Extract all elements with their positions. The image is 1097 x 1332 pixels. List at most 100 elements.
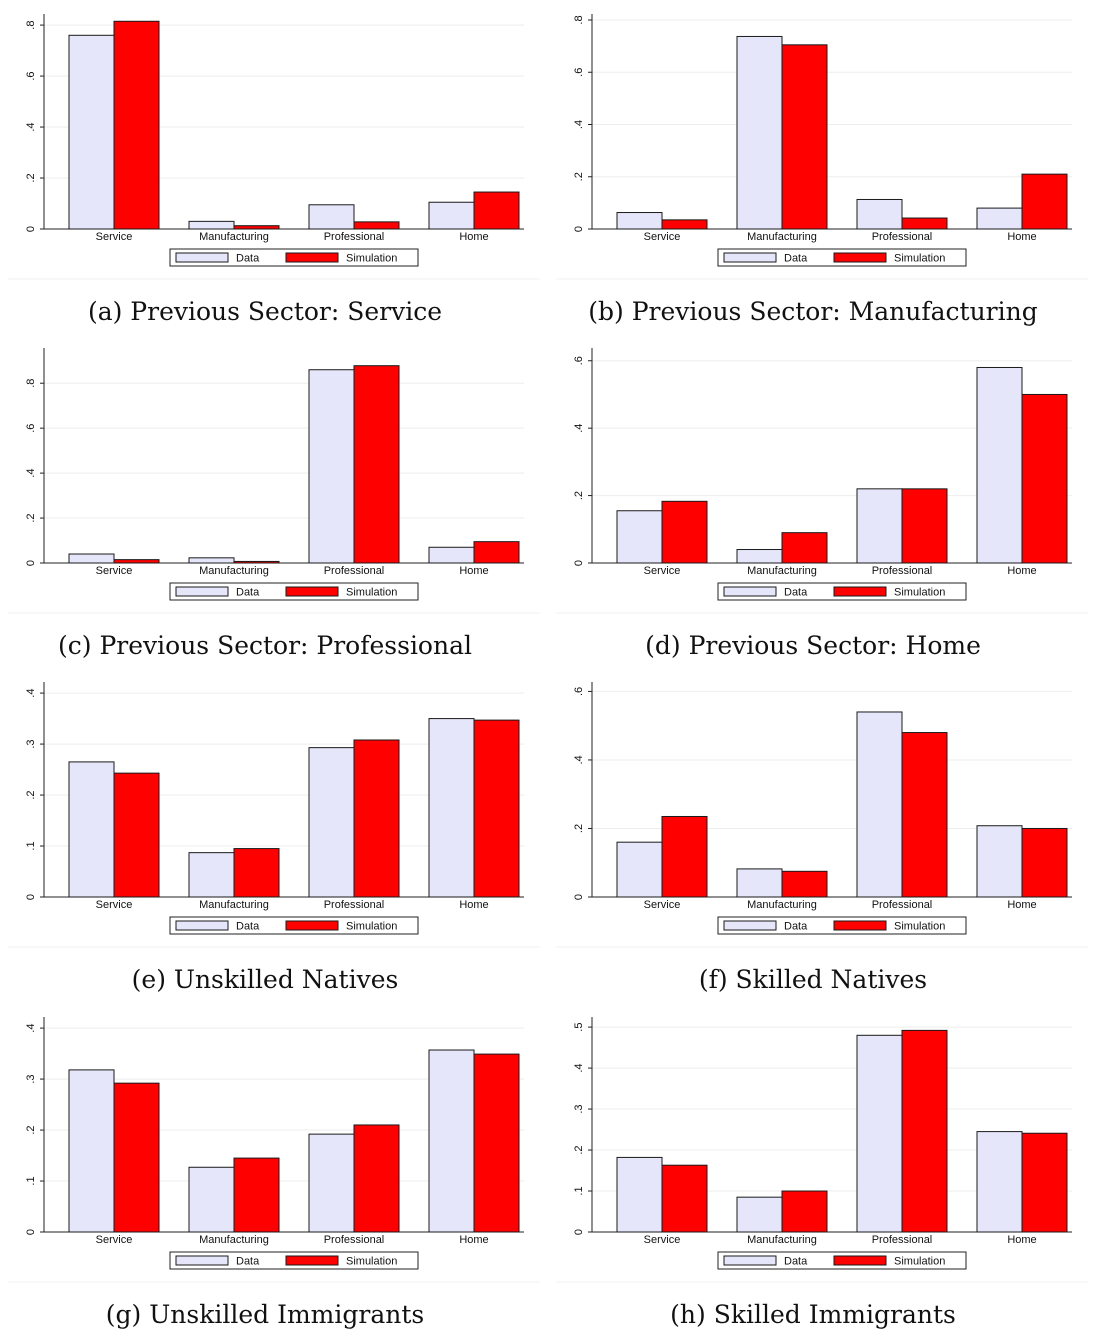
- x-tick-label: Professional: [872, 231, 933, 243]
- bar-data-manufacturing: [188, 1166, 235, 1233]
- panel-caption: (c) Previous Sector: Professional: [58, 631, 472, 660]
- bar-simulation-manufacturing: [233, 225, 280, 230]
- bar-data-manufacturing: [188, 557, 235, 564]
- legend-swatch-simulation: [285, 920, 339, 931]
- bar-simulation-service: [661, 1164, 708, 1233]
- y-tick-label: .4: [573, 755, 585, 764]
- x-tick-label: Service: [644, 565, 681, 577]
- x-tick-label: Home: [1007, 1234, 1036, 1246]
- legend-swatch-data: [723, 920, 777, 931]
- y-tick-label: .8: [25, 379, 37, 388]
- panel-caption: (b) Previous Sector: Manufacturing: [588, 297, 1037, 326]
- x-tick-label: Manufacturing: [199, 1234, 269, 1246]
- legend-swatch-simulation: [833, 1255, 887, 1266]
- legend-label-data: Data: [784, 253, 808, 265]
- bar-data-service: [616, 212, 663, 230]
- legend-label-data: Data: [236, 587, 260, 599]
- x-tick-label: Professional: [872, 1234, 933, 1246]
- legend-label-simulation: Simulation: [894, 253, 945, 265]
- y-tick-label: .2: [25, 513, 37, 522]
- y-tick-label: .8: [25, 21, 37, 30]
- x-tick-label: Home: [459, 231, 488, 243]
- legend-label-simulation: Simulation: [894, 921, 945, 933]
- x-tick-label: Service: [96, 1234, 133, 1246]
- bar-data-home: [428, 718, 475, 898]
- legend-label-simulation: Simulation: [346, 921, 397, 933]
- x-tick-label: Manufacturing: [199, 899, 269, 911]
- panel-caption: (h) Skilled Immigrants: [670, 1300, 956, 1329]
- x-tick-label: Professional: [872, 899, 933, 911]
- bar-simulation-manufacturing: [781, 44, 828, 230]
- y-tick-label: .6: [25, 71, 37, 80]
- y-tick-label: .2: [573, 172, 585, 181]
- panel-caption: (f) Skilled Natives: [699, 965, 927, 994]
- bar-simulation-manufacturing: [233, 1157, 280, 1233]
- chart-panel-8: 0 .1 .2 .3 .4 .5 Service Manufacturing Professio…: [556, 1017, 1088, 1329]
- legend-swatch-data: [723, 586, 777, 597]
- bar-data-home: [976, 825, 1023, 898]
- y-tick-label: .2: [573, 824, 585, 833]
- bar-simulation-home: [1021, 393, 1068, 564]
- x-tick-label: Manufacturing: [199, 231, 269, 243]
- bar-data-professional: [856, 711, 903, 898]
- x-tick-label: Home: [459, 565, 488, 577]
- bar-simulation-professional: [353, 1124, 400, 1233]
- bar-simulation-service: [113, 772, 160, 898]
- chart-panel-1: 0 .2 .4 .6 .8 Service Manufacturing Professiona…: [8, 14, 540, 326]
- bar-data-service: [68, 761, 115, 898]
- x-tick-label: Home: [459, 899, 488, 911]
- chart-panel-7: 0 .1 .2 .3 .4 Service Manufacturing Professiona…: [8, 1017, 540, 1329]
- bar-data-home: [976, 207, 1023, 230]
- legend-swatch-data: [175, 920, 229, 931]
- chart-panel-2: 0 .2 .4 .6 .8 Service Manufacturing Professiona…: [556, 14, 1088, 326]
- panel-caption: (d) Previous Sector: Home: [645, 631, 981, 660]
- legend-swatch-simulation: [285, 1255, 339, 1266]
- bar-simulation-professional: [901, 217, 948, 230]
- bar-data-manufacturing: [188, 852, 235, 898]
- y-tick-label: .3: [25, 1074, 37, 1083]
- bar-data-service: [616, 510, 663, 564]
- y-tick-label: .4: [573, 424, 585, 433]
- x-tick-label: Manufacturing: [747, 231, 817, 243]
- y-tick-label: 0: [25, 894, 37, 900]
- bar-data-service: [616, 841, 663, 898]
- y-tick-label: .2: [573, 1145, 585, 1154]
- legend-swatch-simulation: [833, 920, 887, 931]
- legend-label-simulation: Simulation: [894, 1256, 945, 1268]
- bar-data-home: [428, 546, 475, 564]
- bar-simulation-professional: [353, 739, 400, 898]
- x-tick-label: Service: [96, 899, 133, 911]
- x-tick-label: Professional: [324, 899, 385, 911]
- bar-data-home: [428, 1049, 475, 1233]
- x-tick-label: Home: [1007, 231, 1036, 243]
- legend-swatch-simulation: [285, 586, 339, 597]
- x-tick-label: Home: [1007, 565, 1036, 577]
- legend-label-simulation: Simulation: [346, 587, 397, 599]
- y-tick-label: .1: [25, 1176, 37, 1185]
- y-tick-label: .3: [25, 739, 37, 748]
- y-tick-label: .4: [25, 1024, 37, 1033]
- y-tick-label: .1: [573, 1186, 585, 1195]
- y-tick-label: .6: [25, 424, 37, 433]
- x-tick-label: Professional: [324, 231, 385, 243]
- bar-simulation-professional: [353, 221, 400, 230]
- bar-data-service: [68, 553, 115, 564]
- legend-swatch-simulation: [833, 252, 887, 263]
- bar-data-service: [616, 1156, 663, 1233]
- bar-simulation-service: [661, 500, 708, 564]
- bar-data-professional: [308, 1133, 355, 1233]
- chart-panel-4: 0 .2 .4 .6 Service Manufacturing Professional H…: [556, 348, 1088, 660]
- y-tick-label: .4: [573, 1063, 585, 1072]
- bar-simulation-home: [1021, 827, 1068, 898]
- bar-simulation-home: [473, 191, 520, 230]
- x-tick-label: Home: [459, 1234, 488, 1246]
- bar-simulation-manufacturing: [233, 560, 280, 564]
- x-tick-label: Home: [1007, 899, 1036, 911]
- y-tick-label: .8: [573, 15, 585, 24]
- x-tick-label: Service: [644, 1234, 681, 1246]
- bar-data-home: [428, 201, 475, 230]
- bar-simulation-service: [661, 219, 708, 230]
- legend-label-data: Data: [236, 253, 260, 265]
- y-tick-label: .5: [573, 1023, 585, 1032]
